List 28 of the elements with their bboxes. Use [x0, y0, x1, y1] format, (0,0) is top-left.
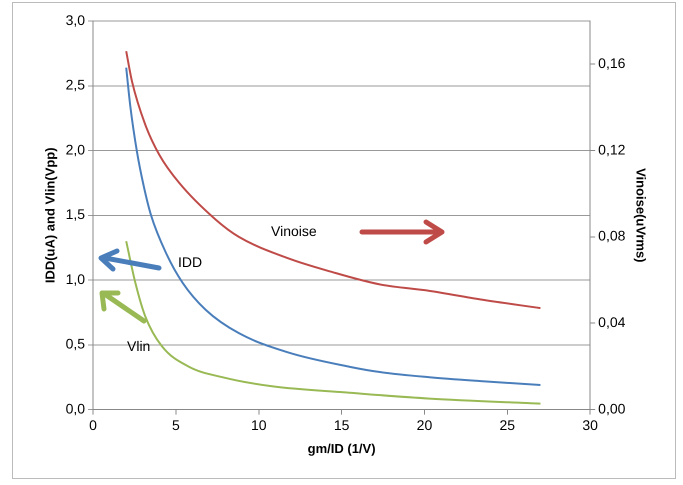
series-label: Vlin: [127, 338, 150, 354]
legend-label: IDD: [178, 254, 202, 270]
y-tick-label: 0,0: [66, 400, 86, 416]
x-tick-label: 15: [334, 416, 350, 433]
y-tick-label: 2,5: [66, 76, 86, 93]
x-tick-label: 30: [582, 416, 598, 433]
x-tick-label: 25: [500, 416, 516, 433]
y2-tick-label: 0,08: [598, 228, 626, 244]
series-label: Vinoise: [271, 222, 317, 239]
x-tick-label: 10: [250, 416, 267, 433]
y2-tick-label: 0,04: [598, 314, 626, 330]
y-tick-label: 1,5: [66, 206, 86, 222]
y2-tick-label: 0,16: [598, 55, 626, 72]
y-tick-label: 1,0: [66, 270, 86, 287]
x-tick-label: 20: [416, 416, 432, 433]
y-tick-label: 0,5: [66, 336, 86, 352]
y-tick-label: 3,0: [66, 12, 86, 28]
x-tick-label: 0: [89, 416, 98, 433]
y-axis-title: IDD(uA) and Vlin(Vpp): [42, 147, 58, 284]
line-series: [125, 50, 542, 310]
y-tick-label: 2,0: [66, 141, 86, 158]
y2-tick-label: 0,00: [598, 400, 626, 416]
line-series: [125, 66, 542, 386]
x-axis-title: gm/ID (1/V): [308, 440, 376, 456]
line-series: [125, 240, 542, 405]
y2-axis-title: Vinoise(uVrms): [634, 168, 649, 263]
x-tick-label: 5: [172, 416, 180, 433]
y2-tick-label: 0,12: [598, 141, 626, 158]
